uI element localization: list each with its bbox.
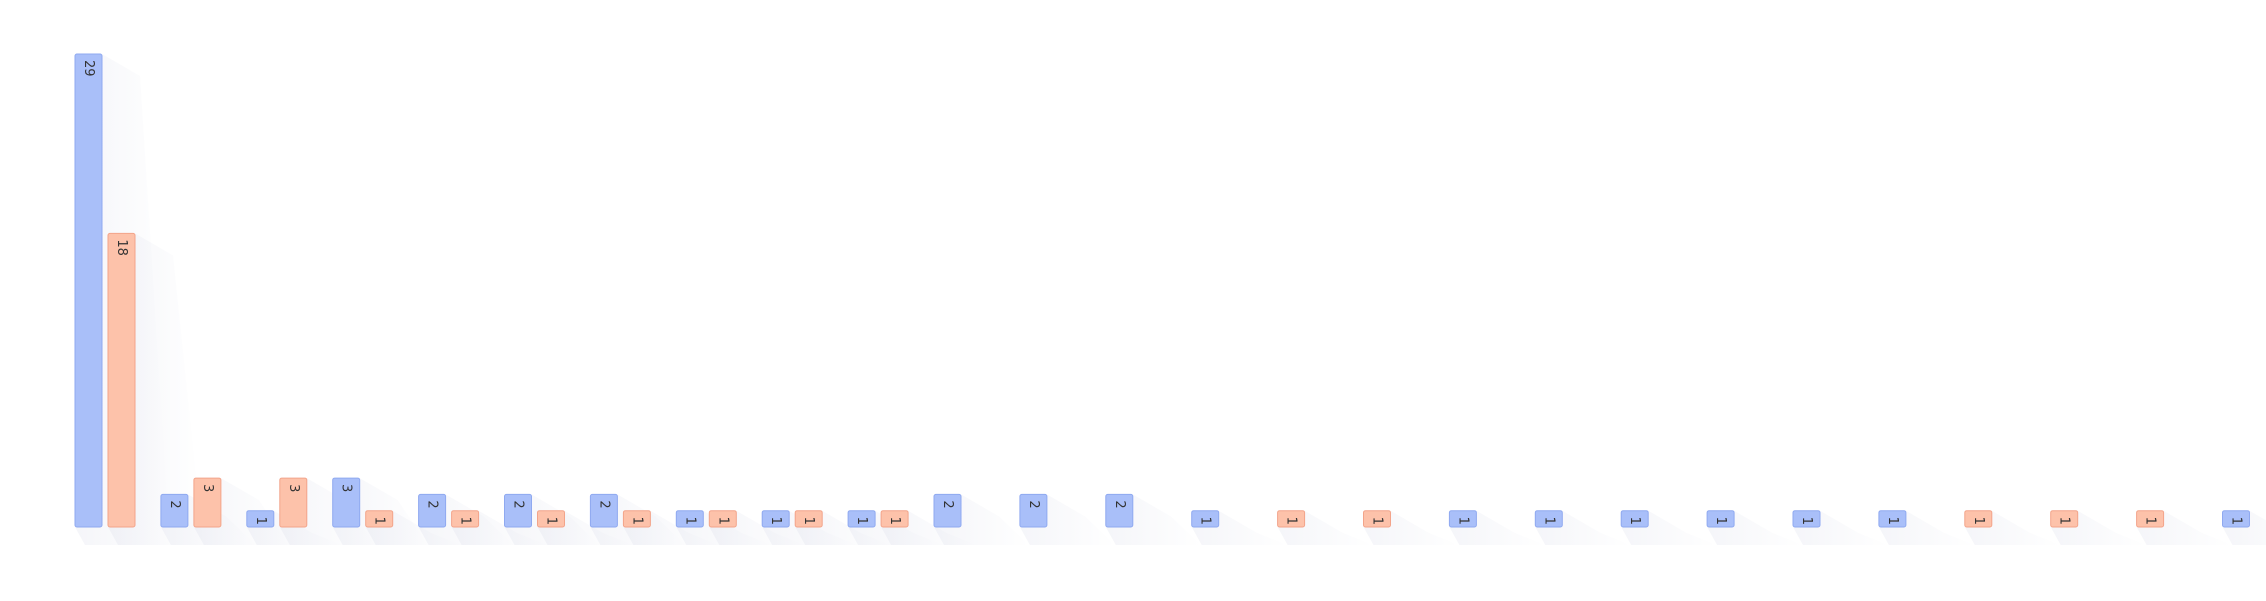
bar-label-c7-s2: 1: [629, 517, 644, 525]
bar-label-c5-s1: 2: [425, 500, 440, 508]
bar-c18-s1: [1534, 510, 1563, 528]
bar-c5-s1: [418, 493, 447, 528]
bar-label-c12-s1: 2: [1026, 500, 1041, 508]
bar-c5-s2: [451, 510, 480, 528]
bar-label-c19-s1: 1: [1627, 517, 1642, 525]
bar-label-c2-s2: 3: [200, 484, 215, 492]
bar-c7-s1: [589, 493, 618, 528]
bar-label-c16-s2: 1: [1370, 517, 1385, 525]
bar-c1-s2: [107, 232, 136, 528]
bar-shadows: [75, 54, 2266, 545]
bar-c23-s2: [1964, 510, 1993, 528]
bar-label-c9-s2: 1: [801, 517, 816, 525]
bar-c2-s1: [160, 493, 189, 528]
bar-label-c4-s2: 1: [372, 517, 387, 525]
bar-label-c1-s1: 29: [81, 60, 96, 77]
bar-label-c21-s1: 1: [1799, 517, 1814, 525]
bar-label-c10-s2: 1: [887, 517, 902, 525]
bar-c3-s2: [279, 477, 308, 528]
bar-c11-s1: [933, 493, 962, 528]
bar-c6-s1: [504, 493, 532, 528]
bar-label-c3-s2: 3: [286, 484, 301, 492]
bar-label-c2-s1: 2: [167, 500, 182, 508]
bar-label-c1-s2: 18: [114, 239, 129, 256]
bar-c1-s1: [74, 53, 103, 528]
bar-c6-s2: [537, 510, 565, 528]
bar-label-c20-s1: 1: [1713, 517, 1728, 525]
bar-c14-s1: [1191, 510, 1220, 528]
bar-label-c26-s1: 1: [2229, 517, 2244, 525]
bar-c12-s1: [1019, 493, 1048, 528]
bar-c2-s2: [193, 477, 222, 528]
bar-label-c14-s1: 1: [1198, 517, 1213, 525]
bar-shadow-c26-s1: [2222, 510, 2266, 545]
bar-label-c4-s1: 3: [339, 484, 354, 492]
bar-label-c3-s1: 1: [253, 517, 268, 525]
bar-label-c13-s1: 2: [1112, 500, 1127, 508]
bar-label-c22-s1: 1: [1885, 517, 1900, 525]
bar-c13-s1: [1105, 493, 1134, 528]
bar-label-c5-s2: 1: [458, 517, 473, 525]
bar-label-c10-s1: 1: [854, 517, 869, 525]
bar-c17-s1: [1448, 510, 1477, 528]
bar-c26-s1: [2222, 510, 2250, 528]
bar-label-c6-s1: 2: [511, 500, 526, 508]
bar-c21-s1: [1792, 510, 1821, 528]
bar-c4-s2: [365, 510, 394, 528]
bar-label-c25-s2: 1: [2143, 517, 2158, 525]
data-labels-layer: 29 18 2 3 1 3 3 1 2 1 2 1 2 1 1 1 1 1 1 1 2 2 2 1 1 1 1 1 1 1 1 1 1 1 1 1: [81, 60, 2244, 525]
bar-label-c8-s2: 1: [715, 517, 730, 525]
bar-label-c8-s1: 1: [682, 517, 697, 525]
bar-c16-s2: [1363, 510, 1391, 528]
bar-c7-s2: [622, 510, 651, 528]
bar-c8-s1: [675, 510, 704, 528]
bar-c22-s1: [1878, 510, 1907, 528]
bar-c15-s2: [1277, 510, 1306, 528]
bar-c9-s2: [794, 510, 823, 528]
bar-c4-s1: [332, 477, 361, 528]
bar-label-c6-s2: 1: [544, 517, 559, 525]
bar-c25-s2: [2136, 510, 2165, 528]
bar-label-c7-s1: 2: [596, 500, 611, 508]
bar-label-c11-s1: 2: [940, 500, 955, 508]
bar-label-c18-s1: 1: [1541, 517, 1556, 525]
bar-label-c17-s1: 1: [1455, 517, 1470, 525]
bar-c8-s2: [708, 510, 737, 528]
bar-label-c23-s2: 1: [1971, 517, 1986, 525]
bar-c3-s1: [246, 510, 275, 528]
bar-c19-s1: [1620, 510, 1649, 528]
bar-c20-s1: [1706, 510, 1735, 528]
bar-c10-s2: [880, 510, 909, 528]
bar-label-c15-s2: 1: [1284, 517, 1299, 525]
bar-c10-s1: [847, 510, 876, 528]
bar-label-c9-s1: 1: [768, 517, 783, 525]
bars-layer: [74, 53, 2250, 528]
bar-c24-s2: [2050, 510, 2079, 528]
bar-c9-s1: [761, 510, 790, 528]
bar-label-c24-s2: 1: [2057, 517, 2072, 525]
